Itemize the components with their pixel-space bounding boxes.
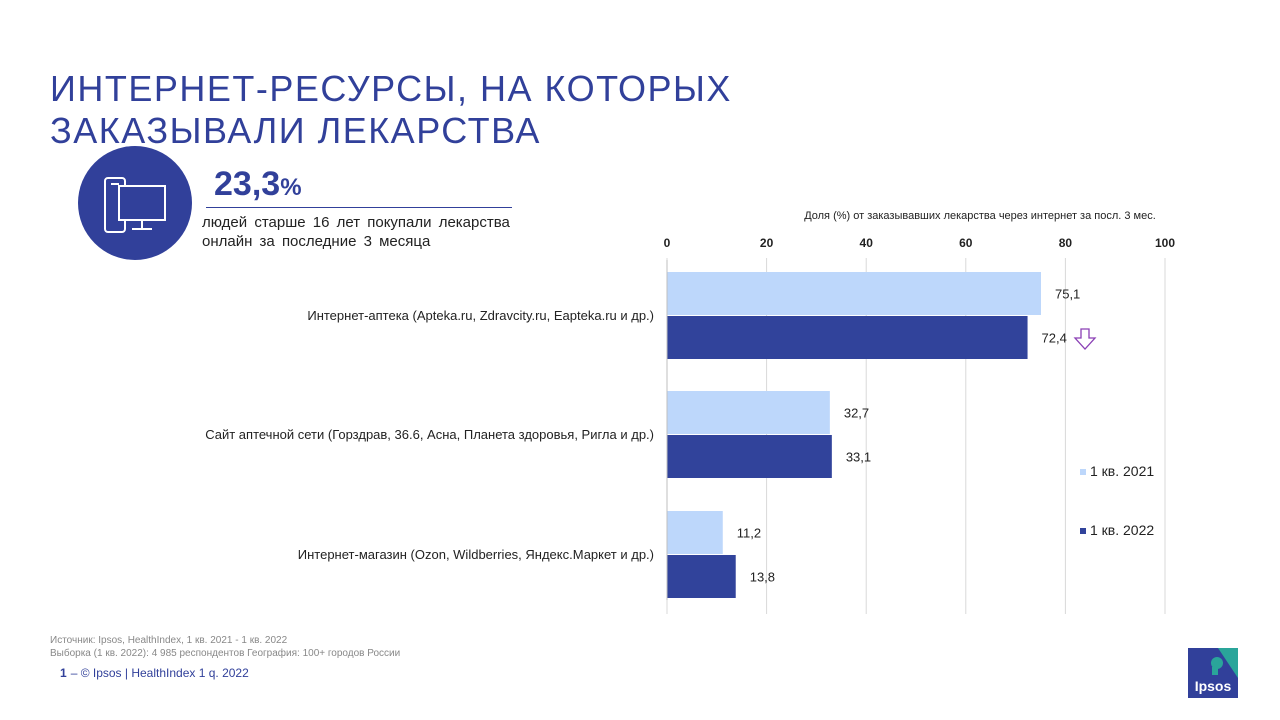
category-label: Сайт аптечной сети (Горздрав, 36.6, Асна… [205,427,654,442]
legend-item-2021: 1 кв. 2021 [1080,463,1154,479]
devices-icon [78,146,192,260]
chart-title: Доля (%) от заказывавших лекарства через… [804,210,1156,222]
bar [667,391,830,434]
category-label: Интернет-магазин (Ozon, Wildberries, Янд… [298,547,654,562]
data-label: 13,8 [750,570,775,585]
bar [667,555,736,598]
stat-description: людей старше 16 лет покупали лекарства о… [202,214,510,250]
x-tick-label: 0 [664,236,671,250]
category-label: Интернет-аптека (Apteka.ru, Zdravcity.ru… [307,308,654,323]
stat-divider [206,207,512,208]
page-title: ИНТЕРНЕТ-РЕСУРСЫ, НА КОТОРЫХ ЗАКАЗЫВАЛИ … [50,68,732,152]
copyright: – © Ipsos | HealthIndex 1 q. 2022 [70,666,249,680]
x-tick-label: 80 [1059,236,1073,250]
bar [667,435,832,478]
page-number: 1 [60,666,67,680]
stat-value: 23,3% [214,164,302,208]
legend-swatch-2021 [1080,469,1086,476]
bar [667,511,723,554]
source-note: Источник: Ipsos, HealthIndex, 1 кв. 2021… [50,634,400,660]
x-tick-label: 40 [860,236,874,250]
source-line: Источник: Ipsos, HealthIndex, 1 кв. 2021… [50,635,288,646]
data-label: 11,2 [737,526,761,541]
logo-text: Ipsos [1194,678,1232,694]
x-tick-label: 60 [959,236,973,250]
data-label: 32,7 [844,406,869,421]
legend-label-2021: 1 кв. 2021 [1090,463,1155,479]
x-tick-label: 20 [760,236,774,250]
data-label: 75,1 [1055,287,1080,302]
data-label: 72,4 [1042,331,1067,346]
title-line-1: ИНТЕРНЕТ-РЕСУРСЫ, НА КОТОРЫХ [50,68,732,110]
stat-number: 23,3 [214,165,281,203]
bar [667,272,1041,315]
bar [667,316,1028,359]
ipsos-logo: Ipsos [1188,648,1238,698]
legend-item-2022: 1 кв. 2022 [1080,522,1154,538]
sample-line: Выборка (1 кв. 2022): 4 985 респондентов… [50,648,401,659]
footer: 1– © Ipsos | HealthIndex 1 q. 2022 [60,666,249,680]
x-tick-label: 100 [1155,236,1175,250]
down-arrow-icon [1073,328,1097,350]
data-label: 33,1 [846,450,871,465]
legend-swatch-2022 [1080,528,1086,535]
legend-label-2022: 1 кв. 2022 [1090,522,1155,538]
stat-unit: % [280,174,302,201]
title-line-2: ЗАКАЗЫВАЛИ ЛЕКАРСТВА [50,110,541,152]
